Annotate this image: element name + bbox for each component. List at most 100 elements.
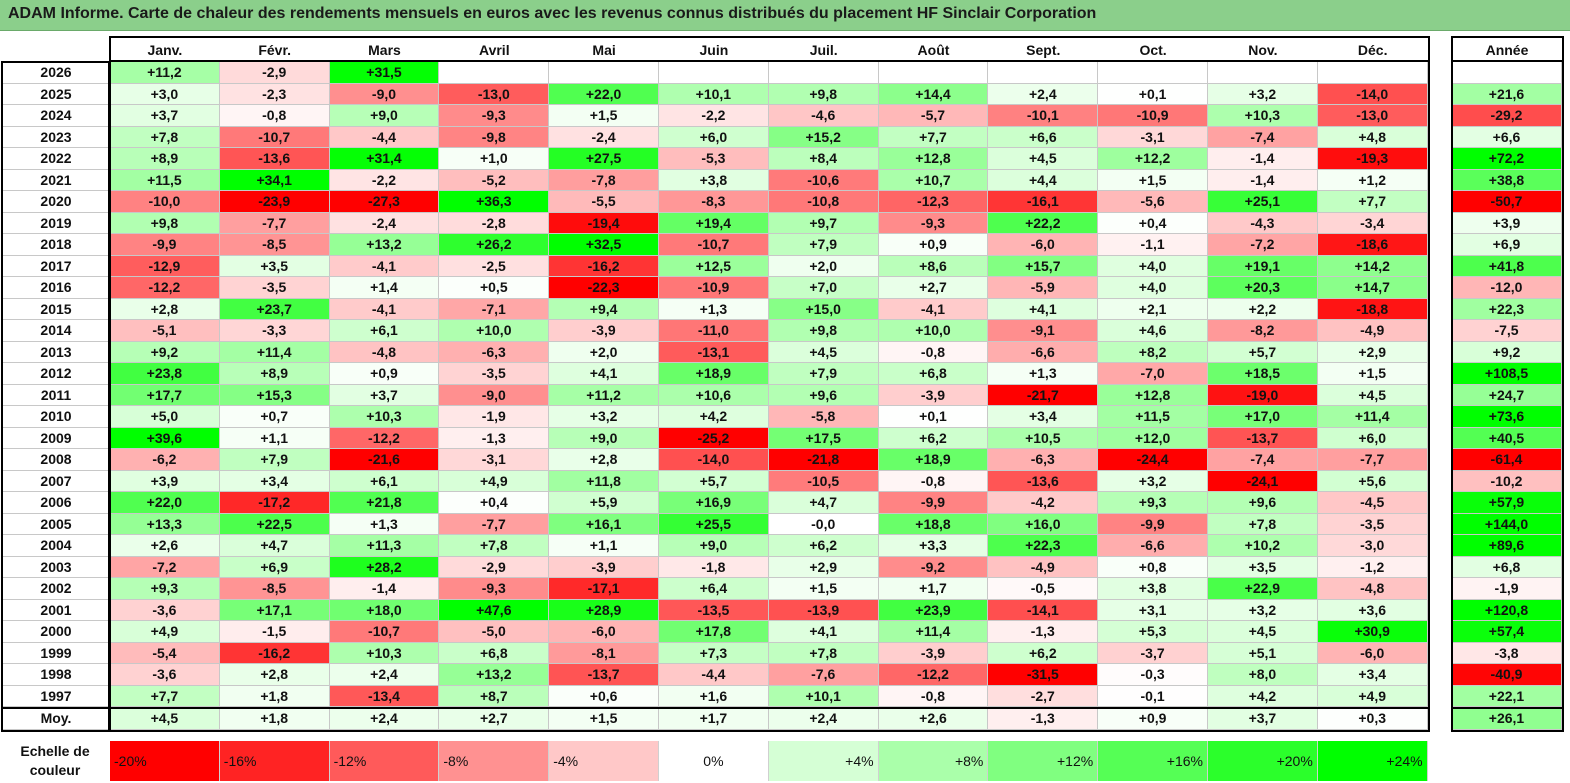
heatmap-cell: +2,0 xyxy=(549,341,659,363)
heatmap-cell: +3,2 xyxy=(1208,599,1318,621)
heatmap-cell: +3,8 xyxy=(1098,578,1208,600)
annual-cell: +41,8 xyxy=(1452,255,1562,277)
annual-cell: +26,1 xyxy=(1452,708,1562,730)
heatmap-cell: +10,1 xyxy=(659,83,769,105)
heatmap-cell: +7,8 xyxy=(439,535,550,557)
heatmap-cell: -9,9 xyxy=(1098,513,1208,535)
heatmap-cell xyxy=(1208,62,1318,84)
heatmap-cell: +1,5 xyxy=(549,105,659,127)
heatmap-cell: -5,1 xyxy=(110,320,220,342)
color-scale-stop: 0% xyxy=(659,741,769,781)
heatmap-cell: +13,2 xyxy=(329,234,440,256)
column-header: Nov. xyxy=(1208,38,1318,62)
heatmap-cell: +3,4 xyxy=(219,470,330,492)
color-scale-stop: +4% xyxy=(768,741,879,781)
heatmap-cell: +1,8 xyxy=(219,708,330,730)
heatmap-cell: +2,1 xyxy=(1098,298,1208,320)
heatmap-cell: +4,5 xyxy=(988,148,1099,170)
heatmap-cell: +39,6 xyxy=(110,427,220,449)
heatmap-cell: +7,9 xyxy=(768,234,879,256)
heatmap-cell: +11,4 xyxy=(1317,406,1428,428)
heatmap-cell: -5,6 xyxy=(1098,191,1208,213)
heatmap-cell: -13,0 xyxy=(439,83,550,105)
year-label: 1999 xyxy=(2,642,110,664)
heatmap-cell: +5,1 xyxy=(1208,642,1318,664)
heatmap-cell: -10,9 xyxy=(659,277,769,299)
heatmap-cell: -7,7 xyxy=(219,212,330,234)
heatmap-cell: -18,8 xyxy=(1317,298,1428,320)
heatmap-cell: -5,4 xyxy=(110,642,220,664)
heatmap-cell: -2,7 xyxy=(988,685,1099,707)
heatmap-cell: -25,2 xyxy=(659,427,769,449)
annual-cell: +22,1 xyxy=(1452,685,1562,707)
heatmap-cell: +7,9 xyxy=(768,363,879,385)
heatmap-cell: +13,2 xyxy=(439,664,550,686)
heatmap-cell: +3,0 xyxy=(110,83,220,105)
heatmap-cell: -10,0 xyxy=(110,191,220,213)
year-label: 2003 xyxy=(2,556,110,578)
heatmap-cell: +8,2 xyxy=(1098,341,1208,363)
heatmap-cell: +13,3 xyxy=(110,513,220,535)
heatmap-cell: +7,3 xyxy=(659,642,769,664)
heatmap-cell: +2,9 xyxy=(1317,341,1428,363)
heatmap-cell: +21,8 xyxy=(329,492,440,514)
heatmap-cell: -6,3 xyxy=(988,449,1099,471)
year-label: 2019 xyxy=(2,212,110,234)
heatmap-cell: +3,2 xyxy=(549,406,659,428)
heatmap-cell: -10,1 xyxy=(988,105,1099,127)
annual-cell: +38,8 xyxy=(1452,169,1562,191)
heatmap-cell: -2,4 xyxy=(329,212,440,234)
heatmap-cell: +7,8 xyxy=(110,126,220,148)
heatmap-cell: +15,3 xyxy=(219,384,330,406)
annual-header: Année xyxy=(1452,38,1562,62)
average-label: Moy. xyxy=(2,708,110,730)
year-label: 2004 xyxy=(2,535,110,557)
heatmap-cell: -16,1 xyxy=(988,191,1099,213)
heatmap-cell: +23,7 xyxy=(219,298,330,320)
heatmap-cell: -19,4 xyxy=(549,212,659,234)
year-label: 2022 xyxy=(2,148,110,170)
heatmap-cell: +25,1 xyxy=(1208,191,1318,213)
heatmap-cell: +6,2 xyxy=(768,535,879,557)
heatmap-cell: -16,2 xyxy=(219,642,330,664)
heatmap-cell: +6,2 xyxy=(988,642,1099,664)
heatmap-cell: +20,3 xyxy=(1208,277,1318,299)
annual-cell: +72,2 xyxy=(1452,148,1562,170)
annual-cell: -3,8 xyxy=(1452,642,1562,664)
heatmap-cell: +3,7 xyxy=(329,384,440,406)
heatmap-cell: -9,8 xyxy=(439,126,550,148)
heatmap-cell: -4,8 xyxy=(1317,578,1428,600)
heatmap-cell: -2,2 xyxy=(329,169,440,191)
heatmap-cell: -9,3 xyxy=(439,578,550,600)
heatmap-cell: -1,3 xyxy=(988,621,1099,643)
heatmap-cell: +22,0 xyxy=(549,83,659,105)
heatmap-cell: +10,0 xyxy=(878,320,989,342)
year-label: 2021 xyxy=(2,169,110,191)
heatmap-cell: +3,1 xyxy=(1098,599,1208,621)
heatmap-cell: +47,6 xyxy=(439,599,550,621)
heatmap-cell: +5,3 xyxy=(1098,621,1208,643)
heatmap-cell: +22,3 xyxy=(988,535,1099,557)
heatmap-cell: -2,3 xyxy=(219,83,330,105)
heatmap-cell: +27,5 xyxy=(549,148,659,170)
heatmap-cell: -6,3 xyxy=(439,341,550,363)
year-label: 2010 xyxy=(2,406,110,428)
heatmap-cell xyxy=(878,62,989,84)
heatmap-cell: +2,8 xyxy=(219,664,330,686)
heatmap-cell: -4,3 xyxy=(1208,212,1318,234)
heatmap-cell: -6,0 xyxy=(1317,642,1428,664)
annual-cell: -40,9 xyxy=(1452,664,1562,686)
heatmap-cell: -3,6 xyxy=(110,599,220,621)
heatmap-cell: +4,9 xyxy=(439,470,550,492)
heatmap-cell: -9,0 xyxy=(329,83,440,105)
heatmap-cell: +5,0 xyxy=(110,406,220,428)
heatmap-cell: +7,8 xyxy=(1208,513,1318,535)
heatmap-cell: -4,4 xyxy=(659,664,769,686)
annual-cell: -1,9 xyxy=(1452,578,1562,600)
heatmap-cell: +12,2 xyxy=(1098,148,1208,170)
heatmap-cell: +3,8 xyxy=(659,169,769,191)
heatmap-cell: +3,7 xyxy=(110,105,220,127)
heatmap-cell: +15,0 xyxy=(768,298,879,320)
heatmap-cell: -5,0 xyxy=(439,621,550,643)
heatmap-cell: +3,3 xyxy=(878,535,989,557)
